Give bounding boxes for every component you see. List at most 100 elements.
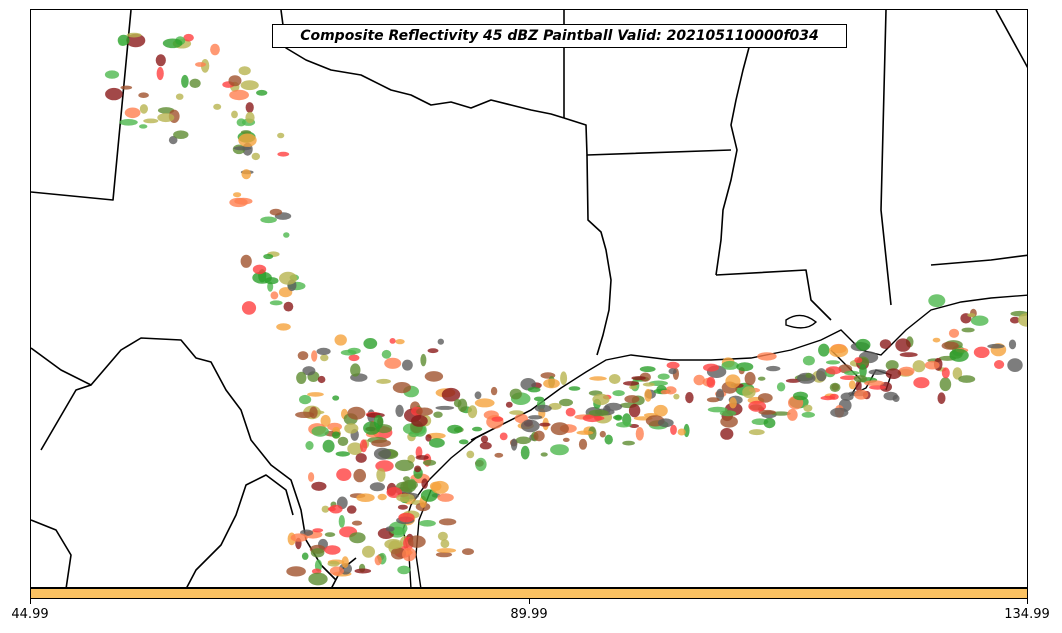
reflectivity-blob (347, 442, 363, 456)
reflectivity-blob (435, 405, 455, 410)
reflectivity-blob (440, 539, 450, 549)
reflectivity-blob (528, 415, 543, 420)
reflectivity-blob (624, 395, 640, 404)
reflectivity-blob (290, 533, 308, 542)
reflectivity-blob (241, 169, 252, 180)
reflectivity-blob (213, 103, 222, 110)
reflectivity-blob (124, 107, 141, 119)
reflectivity-blob (263, 253, 274, 260)
reflectivity-blob (868, 369, 887, 375)
lake-pontchartrain (785, 314, 818, 329)
reflectivity-blob (757, 352, 777, 361)
reflectivity-blob (277, 151, 290, 157)
reflectivity-blob (898, 366, 915, 376)
reflectivity-blob (706, 397, 720, 403)
reflectivity-blob (855, 380, 862, 392)
map-panel: Composite Reflectivity 45 dBZ Paintball … (30, 9, 1028, 588)
reflectivity-blob (335, 451, 350, 457)
reflectivity-blob (374, 555, 382, 566)
reflectivity-blob (854, 389, 869, 400)
reflectivity-blob (337, 436, 349, 446)
reflectivity-blob (296, 371, 307, 384)
reflectivity-blob (941, 367, 950, 379)
reflectivity-blob (311, 426, 329, 437)
reflectivity-blob (509, 410, 524, 415)
reflectivity-blob (119, 119, 138, 126)
reflectivity-blob (316, 347, 331, 355)
reflectivity-blob (840, 392, 854, 401)
reflectivity-blob (540, 452, 548, 457)
reflectivity-blob (631, 376, 646, 381)
reflectivity-blob (195, 62, 206, 67)
map-title: Composite Reflectivity 45 dBZ Paintball … (272, 24, 847, 48)
reflectivity-blob (853, 375, 868, 383)
reflectivity-blob (256, 89, 268, 96)
reflectivity-blob (376, 468, 386, 482)
reflectivity-blob (396, 493, 415, 503)
reflectivity-blob (189, 78, 201, 89)
reflectivity-blob (744, 371, 756, 386)
reflectivity-blob (829, 393, 839, 400)
reflectivity-blob (438, 518, 457, 526)
reflectivity-blob (236, 118, 246, 127)
reflectivity-blob (725, 374, 741, 389)
reflectivity-blob (355, 453, 367, 463)
reflectivity-blob (175, 93, 184, 100)
reflectivity-blob (660, 389, 669, 395)
reflectivity-blob (805, 372, 812, 378)
reflectivity-echoes (104, 32, 1027, 586)
reflectivity-blob (308, 572, 328, 586)
reflectivity-blob (539, 422, 551, 427)
reflectivity-blob (411, 415, 428, 427)
reflectivity-blob (592, 393, 610, 406)
reflectivity-blob (757, 376, 766, 381)
reflectivity-blob (932, 337, 941, 343)
colorbar-tick-label: 134.99 (1004, 607, 1050, 622)
reflectivity-blob (311, 350, 318, 362)
reflectivity-blob (332, 395, 340, 401)
reflectivity-blob (550, 444, 569, 456)
reflectivity-blob (673, 393, 680, 400)
reflectivity-blob (309, 406, 318, 419)
reflectivity-blob (720, 415, 738, 428)
reflectivity-blob (349, 532, 366, 544)
reflectivity-blob (466, 450, 475, 459)
colorbar (30, 588, 1028, 599)
reflectivity-blob (771, 411, 791, 416)
reflectivity-blob (344, 423, 359, 434)
reflectivity-blob (855, 338, 871, 351)
reflectivity-blob (559, 398, 573, 407)
reflectivity-blob (181, 74, 189, 88)
reflectivity-blob (324, 545, 341, 555)
reflectivity-blob (310, 548, 325, 558)
reflectivity-blob (329, 566, 344, 576)
mexico-border-1 (31, 519, 72, 587)
reflectivity-blob (437, 531, 448, 541)
reflectivity-blob (924, 360, 940, 370)
reflectivity-blob (480, 435, 489, 443)
reflectivity-blob (435, 552, 453, 558)
reflectivity-blob (474, 391, 482, 400)
reflectivity-blob (949, 348, 969, 362)
reflectivity-blob (346, 505, 357, 514)
reflectivity-blob (392, 382, 411, 394)
reflectivity-blob (341, 556, 349, 568)
reflectivity-blob (520, 445, 530, 460)
reflectivity-blob (402, 547, 417, 562)
reflectivity-blob (270, 291, 279, 300)
tx-coast (402, 294, 1027, 587)
reflectivity-blob (359, 439, 368, 453)
reflectivity-blob (307, 392, 324, 397)
reflectivity-blob (241, 301, 257, 315)
nm-tx-border (31, 10, 132, 201)
reflectivity-blob (939, 377, 952, 392)
reflectivity-blob (829, 382, 841, 392)
reflectivity-blob (395, 339, 405, 345)
reflectivity-blob (402, 479, 418, 490)
reflectivity-blob (608, 374, 621, 384)
reflectivity-blob (389, 338, 396, 344)
reflectivity-blob (879, 339, 892, 349)
reflectivity-blob (381, 349, 392, 359)
al-east-border (995, 10, 1027, 69)
reflectivity-blob (472, 426, 483, 432)
